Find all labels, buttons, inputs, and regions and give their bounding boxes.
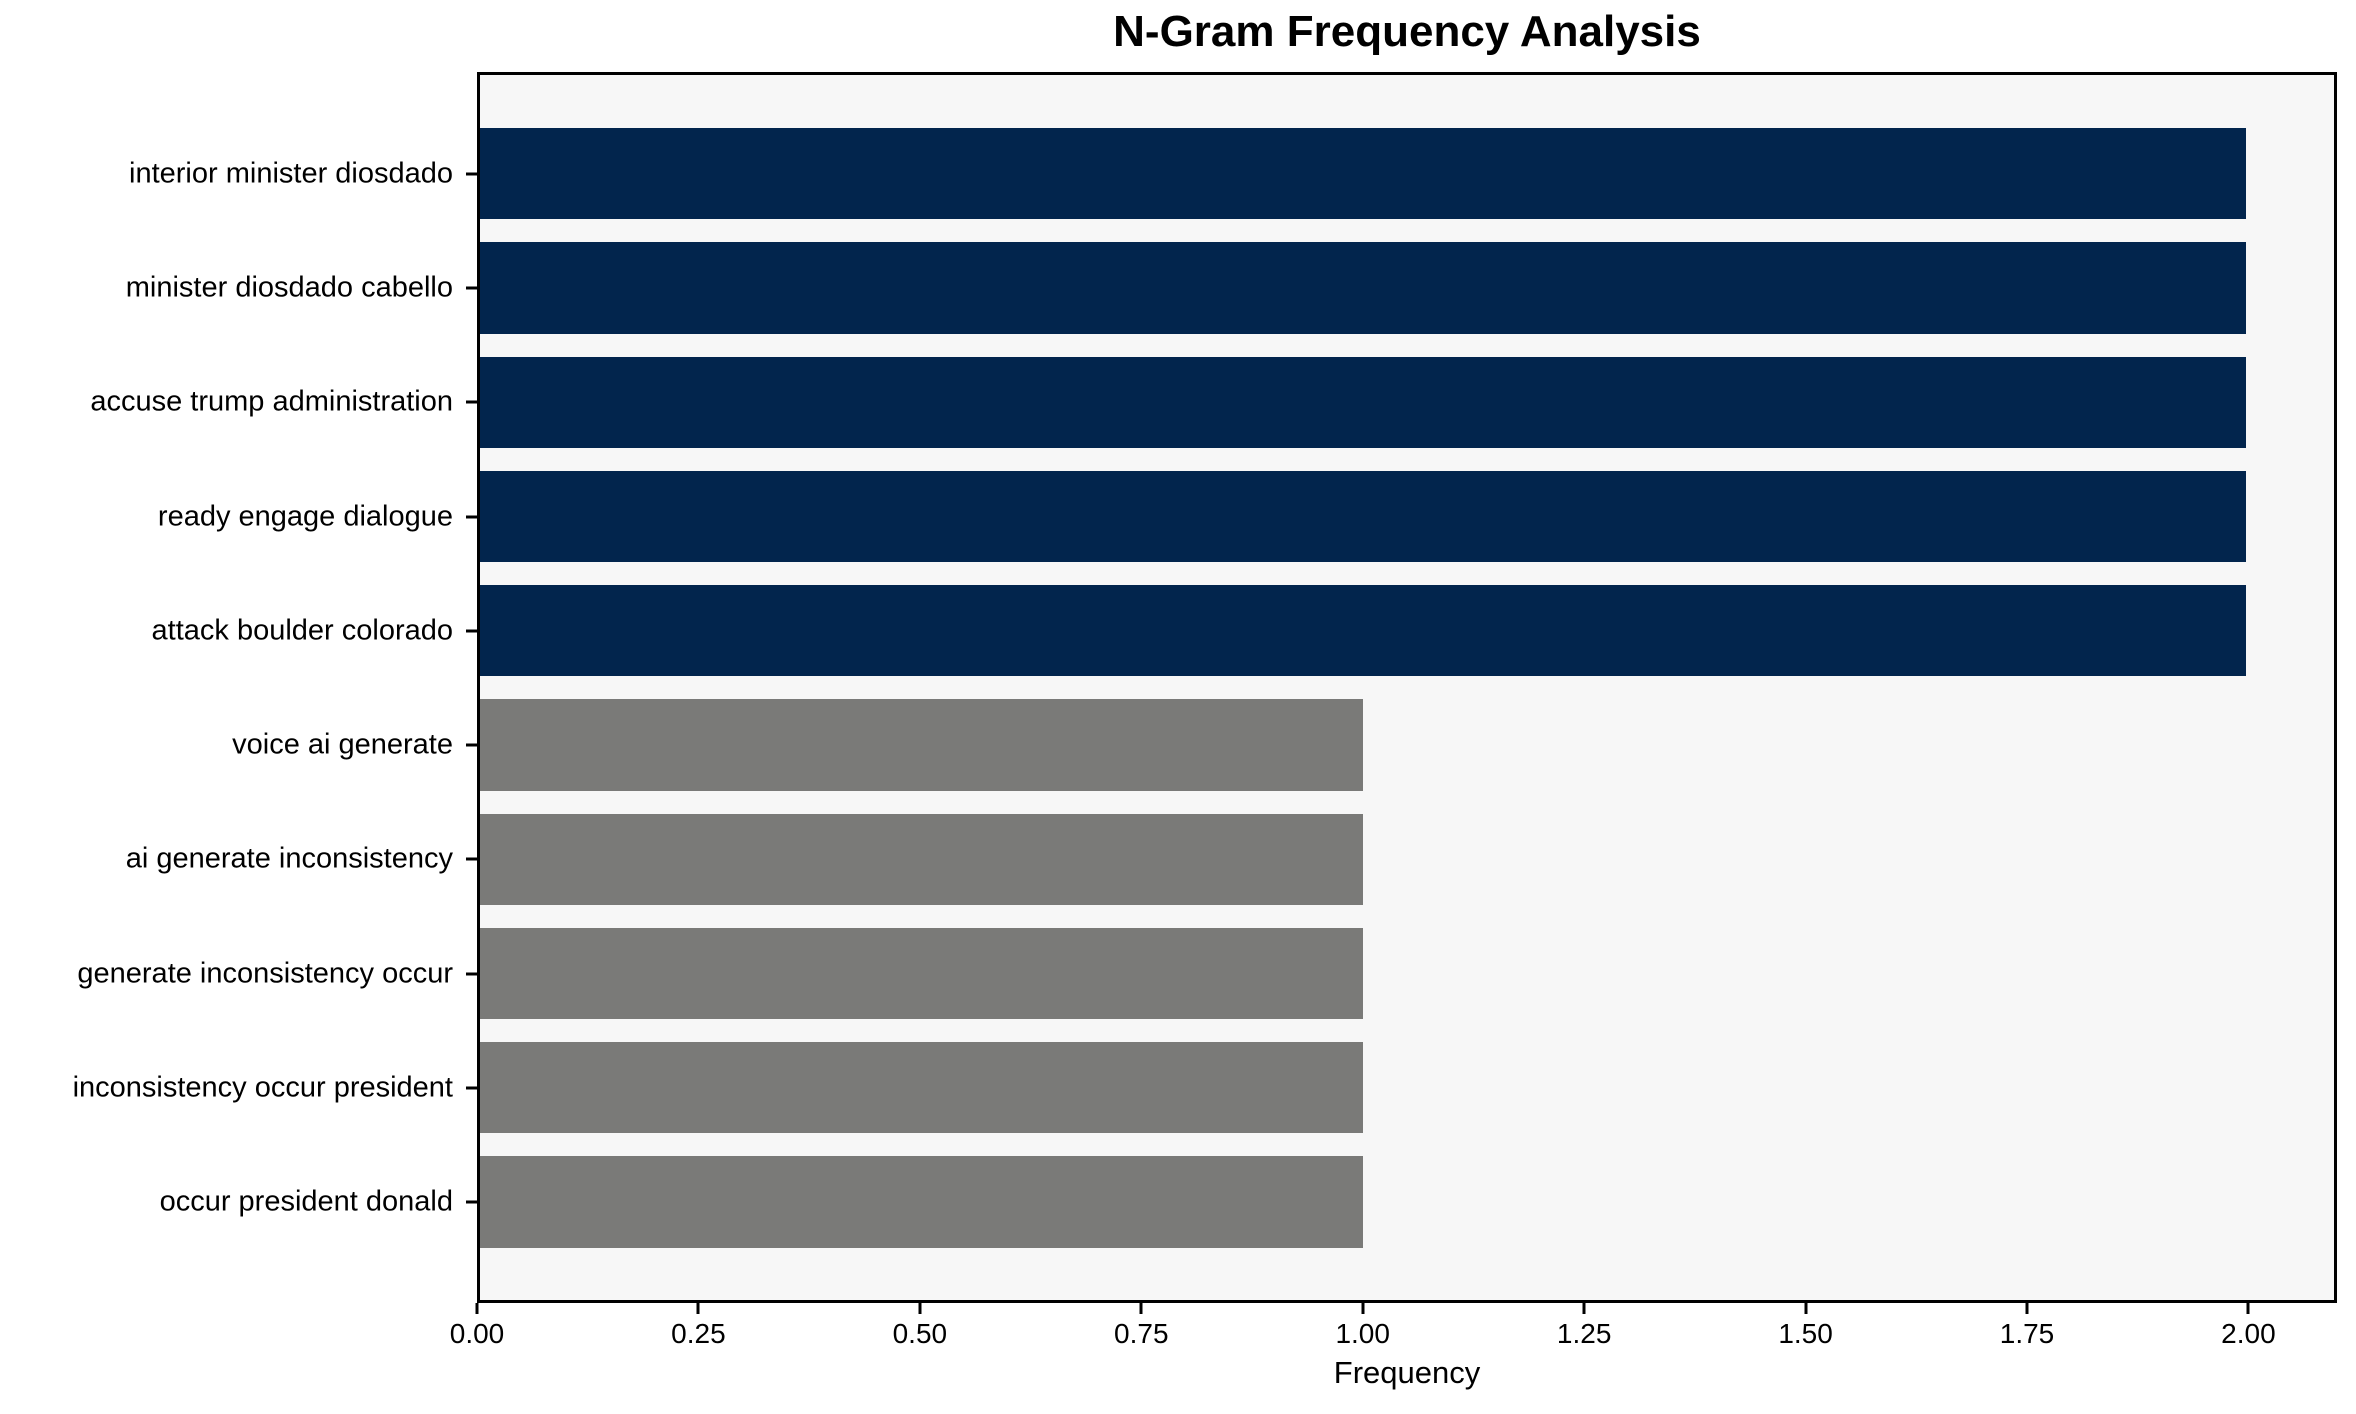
x-tick-mark: [1804, 1303, 1808, 1314]
x-tick-label: 0.00: [449, 1318, 505, 1349]
y-tick-mark: [466, 972, 477, 976]
x-tick-label: 1.75: [1999, 1318, 2055, 1349]
x-tick-mark: [918, 1303, 922, 1314]
x-tick-mark: [2246, 1303, 2250, 1314]
x-axis-label: Frequency: [1333, 1355, 1481, 1390]
y-tick-label: accuse trump administration: [90, 385, 453, 418]
x-tick-label: 0.25: [671, 1318, 726, 1349]
y-tick-mark: [466, 400, 477, 404]
y-axis: interior minister diosdado minister diosd…: [0, 72, 477, 1303]
y-tick-mark: [466, 515, 477, 519]
y-tick-label: occur president donald: [159, 1185, 453, 1218]
y-tick-label: inconsistency occur president: [72, 1071, 453, 1104]
x-tick-label: 1.00: [1335, 1318, 1390, 1349]
y-tick-mark: [466, 743, 477, 747]
x-tick-label: 0.50: [892, 1318, 948, 1349]
bar-8: [480, 927, 1363, 1020]
y-tick-label: ai generate inconsistency: [125, 842, 453, 875]
bar-7: [480, 813, 1363, 905]
chart-title: N-Gram Frequency Analysis: [1113, 7, 1701, 56]
bar-4: [480, 470, 2246, 563]
y-tick-label: voice ai generate: [232, 728, 453, 761]
y-tick-mark: [466, 629, 477, 633]
y-tick-label: interior minister diosdado: [129, 157, 453, 190]
x-tick-label: 1.25: [1556, 1318, 1612, 1349]
y-tick-label: generate inconsistency occur: [77, 957, 453, 990]
x-tick-label: 2.00: [2221, 1318, 2276, 1349]
bar-6: [480, 699, 1363, 791]
x-tick-mark: [475, 1303, 479, 1314]
x-tick-label: 0.75: [1114, 1318, 1169, 1349]
x-tick-mark: [2025, 1303, 2029, 1314]
y-tick-label: minister diosdado cabello: [125, 271, 453, 304]
y-tick-label: ready engage dialogue: [157, 500, 453, 533]
y-tick-mark: [466, 857, 477, 861]
x-tick-mark: [696, 1303, 700, 1314]
x-tick-label: 1.50: [1778, 1318, 1833, 1349]
bar-9: [480, 1042, 1363, 1134]
y-tick-mark: [466, 172, 477, 176]
y-tick-label: attack boulder colorado: [151, 614, 453, 647]
bar-5: [480, 585, 2246, 677]
y-tick-mark: [466, 286, 477, 290]
x-axis: 0.00 0.25 0.50 0.75 1.00 1.25 1.50 1.75 2.00: [450, 1303, 2337, 1403]
bar-1: [480, 128, 2246, 220]
y-tick-mark: [466, 1086, 477, 1090]
bar-3: [480, 356, 2246, 448]
x-tick-mark: [1139, 1303, 1143, 1314]
x-tick-mark: [1361, 1303, 1365, 1314]
bar-2: [480, 242, 2246, 334]
bar-10: [480, 1156, 1363, 1248]
plot-area: [477, 72, 2337, 1303]
x-tick-mark: [1582, 1303, 1586, 1314]
y-tick-mark: [466, 1200, 477, 1204]
